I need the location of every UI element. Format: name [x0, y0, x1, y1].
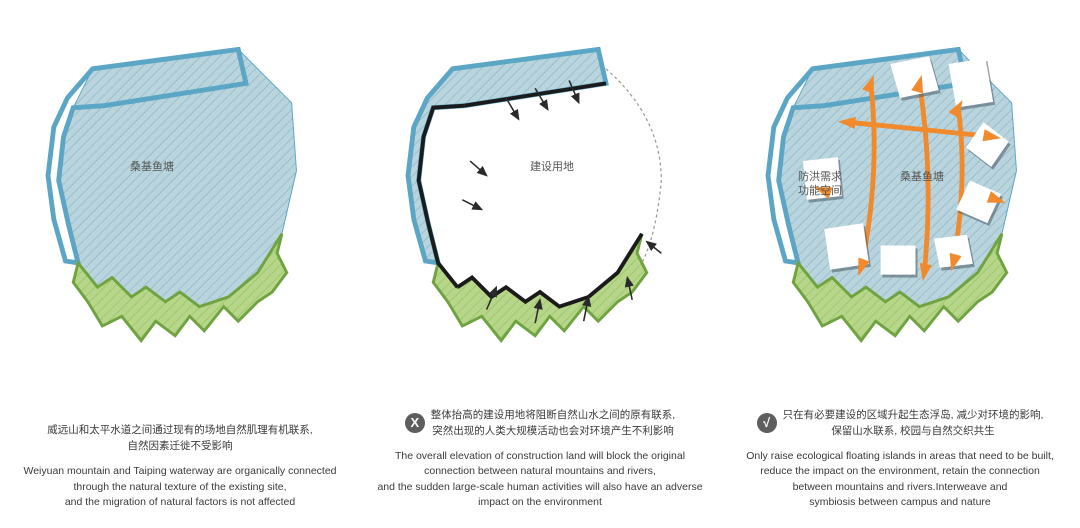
caption-en-2: The overall elevation of construction la…	[370, 449, 710, 510]
caption-1: 威远山和太平水道之间通过现有的场地自然肌理有机联系, 自然因素迁徙不受影响 We…	[0, 422, 360, 510]
panel-rejected: 建设用地 X 整体抬高的建设用地将阻断自然山水之间的原有联系, 突然出现的人类大…	[360, 0, 720, 528]
x-icon: X	[405, 413, 425, 433]
panels-row: 桑基鱼塘 威远山和太平水道之间通过现有的场地自然肌理有机联系, 自然因素迁徙不受…	[0, 0, 1080, 528]
caption-zh-2: 整体抬高的建设用地将阻断自然山水之间的原有联系, 突然出现的人类大规模活动也会对…	[431, 407, 675, 440]
caption-zh-1: 威远山和太平水道之间通过现有的场地自然肌理有机联系, 自然因素迁徙不受影响	[47, 422, 312, 455]
caption-zh-3: 只在有必要建设的区域升起生态浮岛, 减少对环境的影响, 保留山水联系, 校园与自…	[783, 407, 1044, 440]
diagram-3	[750, 30, 1050, 360]
diagram-1	[30, 30, 330, 360]
caption-3: √ 只在有必要建设的区域升起生态浮岛, 减少对环境的影响, 保留山水联系, 校园…	[720, 407, 1080, 510]
caption-2: X 整体抬高的建设用地将阻断自然山水之间的原有联系, 突然出现的人类大规模活动也…	[360, 407, 720, 510]
panel-proposed: 防洪需求 功能空间 桑基鱼塘 √ 只在有必要建设的区域升起生态浮岛, 减少对环境…	[720, 0, 1080, 528]
check-icon: √	[757, 413, 777, 433]
diagram-2	[390, 30, 690, 360]
caption-en-3: Only raise ecological floating islands i…	[730, 449, 1070, 510]
panel-existing: 桑基鱼塘 威远山和太平水道之间通过现有的场地自然肌理有机联系, 自然因素迁徙不受…	[0, 0, 360, 528]
caption-en-1: Weiyuan mountain and Taiping waterway ar…	[10, 464, 350, 510]
